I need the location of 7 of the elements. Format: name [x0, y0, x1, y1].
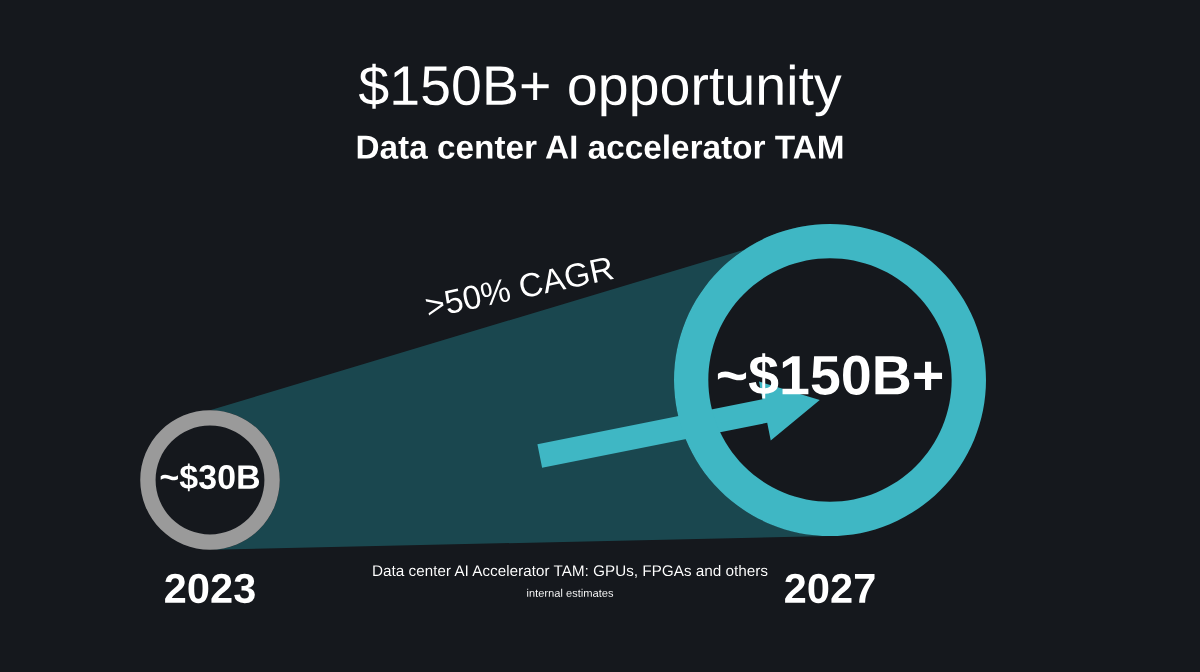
category-label: 2027 — [785, 573, 875, 604]
text: $150B+ opportunity — [358, 63, 842, 117]
category-label: 2023 — [165, 573, 255, 604]
text: >50% CAGR — [424, 256, 615, 319]
text: Data center AI accelerator TAM — [357, 134, 843, 159]
data-label: ~$30B — [160, 463, 260, 492]
data-label: ~$150B+ — [717, 353, 943, 399]
